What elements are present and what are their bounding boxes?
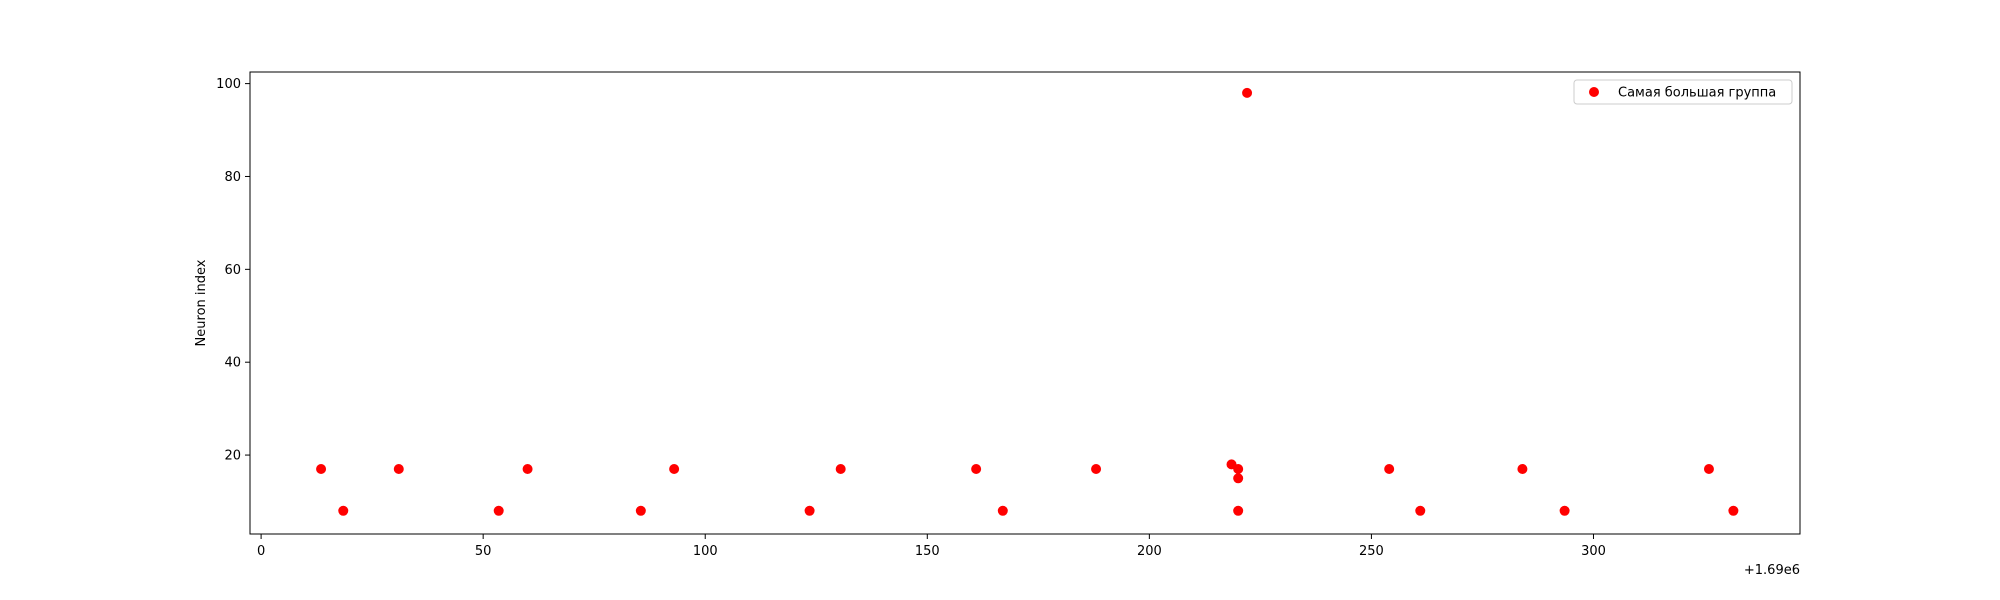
plot-frame: [249, 71, 1801, 535]
legend-box: [1573, 79, 1793, 105]
x-axis-ticks: 0 50 100 150 200 250 300: [257, 534, 1606, 559]
data-point: [1242, 87, 1253, 98]
data-point: [1233, 505, 1244, 516]
data-point: [669, 463, 680, 474]
data-point: [1415, 505, 1426, 516]
y-tick-label: 20: [224, 449, 241, 464]
y-tick-label: 80: [224, 170, 241, 185]
data-points: [316, 87, 1739, 516]
data-point: [1728, 505, 1739, 516]
x-axis-offset-label: +1.69e6: [1744, 563, 1800, 578]
plot-area: [250, 72, 1800, 534]
data-point: [393, 463, 404, 474]
data-point: [804, 505, 815, 516]
data-point: [1091, 463, 1102, 474]
x-tick-label: 50: [475, 544, 492, 559]
x-tick-label: 250: [1359, 544, 1384, 559]
data-point: [635, 505, 646, 516]
data-point: [316, 463, 327, 474]
data-point: [1703, 463, 1714, 474]
y-tick-label: 100: [216, 77, 241, 92]
data-point: [971, 463, 982, 474]
data-point: [522, 463, 533, 474]
x-tick-label: 150: [915, 544, 940, 559]
x-tick-label: 100: [693, 544, 718, 559]
data-point: [338, 505, 349, 516]
legend-label: Самая большая группа: [1618, 86, 1776, 101]
y-axis-ticks: 20 40 60 80 100: [216, 77, 250, 464]
data-point: [1384, 463, 1395, 474]
data-point: [1559, 505, 1570, 516]
legend-marker: [1589, 87, 1599, 97]
data-point: [997, 505, 1008, 516]
y-tick-label: 40: [224, 356, 241, 371]
legend: Самая большая группа: [1573, 79, 1793, 105]
data-point: [1233, 473, 1244, 484]
y-axis-label: Neuron index: [194, 259, 209, 346]
x-tick-label: 300: [1581, 544, 1606, 559]
x-tick-label: 200: [1137, 544, 1162, 559]
data-point: [835, 463, 846, 474]
x-tick-label: 0: [257, 544, 265, 559]
data-point: [1517, 463, 1528, 474]
data-point: [1233, 463, 1244, 474]
data-point: [493, 505, 504, 516]
y-tick-label: 60: [224, 263, 241, 278]
